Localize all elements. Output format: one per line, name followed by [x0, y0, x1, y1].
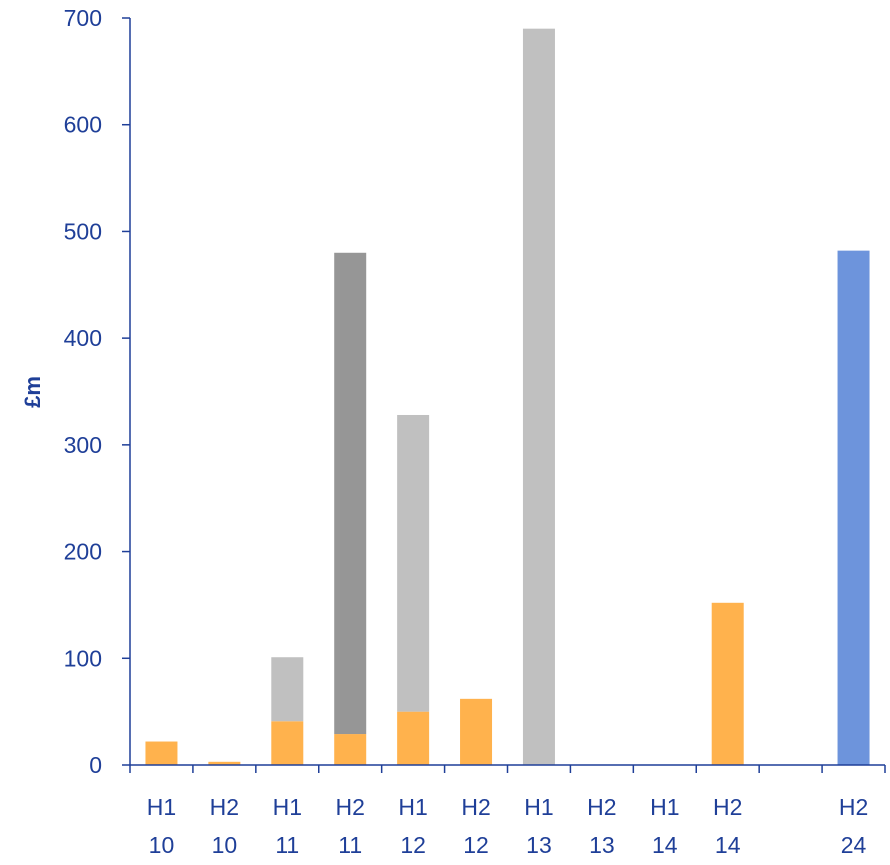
x-axis-ticks: H1 10 H2 10 H1 11 H2 11 H1 12 H2 12 H1 13 H2 13 H1 14 H2 14…: [129, 765, 886, 858]
bars-layer: [145, 28, 870, 765]
x-tick-label: 24: [841, 832, 867, 858]
x-tick-label: 14: [715, 832, 741, 858]
y-tick-label: 400: [64, 325, 102, 351]
y-tick-label: 300: [64, 432, 102, 458]
x-tick-label: H2: [461, 794, 490, 820]
x-tick-label: 13: [589, 832, 615, 858]
x-tick-label: H2: [587, 794, 616, 820]
x-tick-label: H1: [273, 794, 302, 820]
y-tick-label: 700: [64, 5, 102, 31]
bar-segment-series-1: [208, 761, 241, 765]
x-tick-label: 10: [149, 832, 175, 858]
axes-layer: [129, 18, 885, 766]
x-tick-label: H2: [336, 794, 365, 820]
x-tick-label: H2: [839, 794, 868, 820]
x-tick-label: 10: [212, 832, 238, 858]
x-tick-label: 12: [400, 832, 426, 858]
bar-segment-series-3: [334, 252, 367, 735]
bar-segment-series-1: [711, 602, 744, 765]
bar-segment-series-1: [460, 698, 493, 765]
x-tick-label: H1: [650, 794, 679, 820]
x-tick-label: 13: [526, 832, 552, 858]
y-tick-label: 500: [64, 218, 102, 244]
y-tick-label: 0: [89, 752, 102, 778]
x-tick-label: 14: [652, 832, 678, 858]
x-tick-label: H1: [524, 794, 553, 820]
bar-segment-series-1: [271, 721, 304, 765]
x-tick-label: 12: [463, 832, 489, 858]
x-tick-label: 11: [338, 832, 362, 858]
bar-segment-series-2: [397, 414, 430, 712]
x-tick-label: H2: [713, 794, 742, 820]
x-tick-label: H2: [210, 794, 239, 820]
y-axis-ticks: 0 100 200 300 400 500 600 700: [64, 5, 130, 778]
bar-segment-series-1: [145, 741, 178, 765]
bar-segment-series-1: [397, 711, 430, 765]
y-tick-label: 600: [64, 112, 102, 138]
x-tick-label: 11: [275, 832, 299, 858]
bar-segment-series-1: [334, 734, 367, 765]
y-tick-label: 100: [64, 645, 102, 671]
y-tick-label: 200: [64, 539, 102, 565]
x-tick-label: H1: [147, 794, 176, 820]
bar-segment-series-2: [522, 28, 555, 765]
bar-segment-series-4: [837, 250, 870, 765]
y-axis-title: £m: [20, 376, 45, 408]
x-tick-label: H1: [398, 794, 427, 820]
bar-segment-series-2: [271, 657, 304, 722]
